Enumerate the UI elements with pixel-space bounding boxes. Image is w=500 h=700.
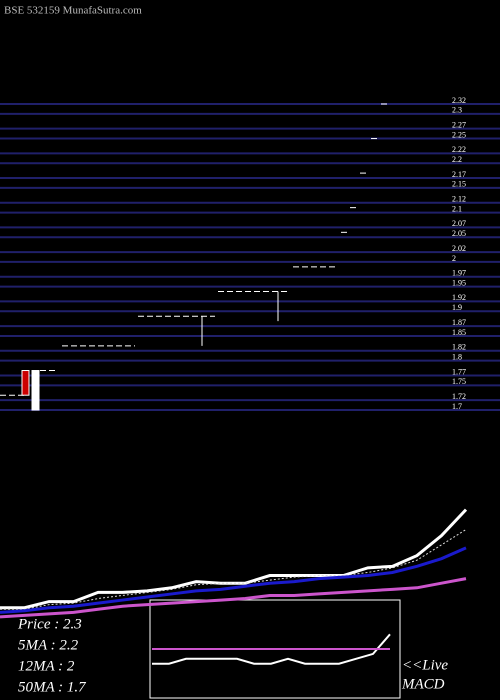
y-tick-label: 1.75 <box>452 377 466 386</box>
ma-line <box>0 508 468 610</box>
legend-entry: 12MA : 2 <box>18 658 75 674</box>
y-tick-label: 1.7 <box>452 402 462 411</box>
y-tick-label: 2.22 <box>452 145 466 154</box>
y-tick-label: 2.1 <box>452 204 462 213</box>
chart-title: BSE 532159 MunafaSutra.com <box>4 5 142 17</box>
legend-entry: 5MA : 2.2 <box>18 637 79 653</box>
y-tick-label: 1.82 <box>452 343 466 352</box>
y-tick-label: 2.27 <box>452 121 466 130</box>
candle-body <box>21 370 30 396</box>
y-tick-label: 2.02 <box>452 244 466 253</box>
y-tick-label: 2.2 <box>452 155 462 164</box>
y-tick-label: 1.85 <box>452 328 466 337</box>
y-tick-label: 1.97 <box>452 269 466 278</box>
y-tick-label: 2.3 <box>452 106 462 115</box>
y-tick-label: 1.72 <box>452 392 466 401</box>
y-tick-label: 2.15 <box>452 180 466 189</box>
y-tick-label: 1.92 <box>452 293 466 302</box>
macd-frame <box>149 599 401 699</box>
y-tick-label: 1.9 <box>452 303 462 312</box>
y-tick-label: 1.87 <box>452 318 466 327</box>
y-tick-label: 2.17 <box>452 170 466 179</box>
ma-line <box>0 546 467 614</box>
y-tick-label: 1.77 <box>452 367 466 376</box>
y-tick-label: 2.05 <box>452 229 466 238</box>
y-tick-label: 1.8 <box>452 352 462 361</box>
macd-annotation: <<Live <box>402 657 448 673</box>
y-tick-label: 2 <box>452 254 456 263</box>
ma-line <box>0 529 467 610</box>
legend-entry: 50MA : 1.7 <box>18 679 87 695</box>
macd-title: MACD <box>401 676 445 692</box>
y-tick-label: 2.07 <box>452 219 466 228</box>
y-tick-label: 2.12 <box>452 195 466 204</box>
macd-line <box>152 633 391 665</box>
ma-line <box>0 577 467 619</box>
y-tick-label: 1.95 <box>452 278 466 287</box>
candle-body <box>31 370 40 411</box>
y-tick-label: 2.32 <box>452 96 466 105</box>
legend-entry: Price : 2.3 <box>17 616 82 632</box>
y-tick-label: 2.25 <box>452 130 466 139</box>
